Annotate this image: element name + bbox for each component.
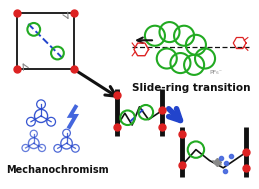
Bar: [17, 13, 74, 69]
Text: Mechanochromism: Mechanochromism: [6, 165, 109, 175]
Text: PF₆⁻: PF₆⁻: [210, 70, 222, 75]
Text: Slide-ring transition: Slide-ring transition: [132, 83, 251, 93]
